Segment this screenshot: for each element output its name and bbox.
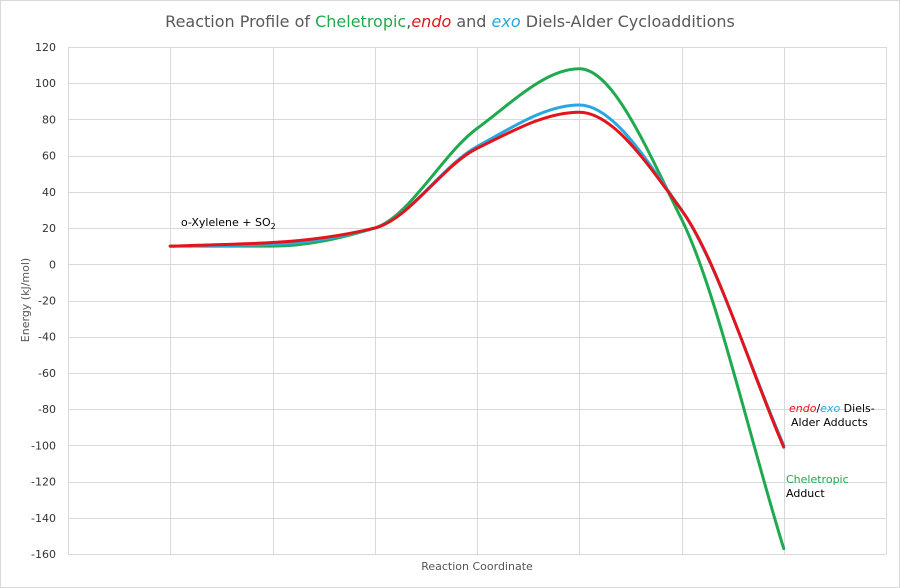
y-tick-label: -160: [31, 548, 56, 561]
annotation-slash: /: [816, 402, 820, 415]
title-exo: exo: [492, 12, 521, 31]
chart-title: Reaction Profile of Cheletropic,endo and…: [165, 12, 735, 31]
series-line-endo: [168, 110, 786, 449]
annotation-reactants-subscript: 2: [271, 222, 276, 231]
y-tick-label: 0: [49, 258, 56, 271]
title-endo: endo: [411, 12, 451, 31]
gridlines: [68, 47, 887, 555]
y-tick-label: 20: [42, 222, 56, 235]
y-tick-label: -40: [38, 331, 56, 344]
annotation-cheletropic-line1: Cheletropic: [786, 473, 849, 486]
y-tick-label: -140: [31, 512, 56, 525]
y-tick-label: -80: [38, 403, 56, 416]
series-lines: [168, 67, 786, 551]
annotation-diels-alder-line2: Alder Adducts: [791, 416, 868, 429]
y-tick-label: -20: [38, 295, 56, 308]
series-line-cheletropic: [168, 67, 786, 551]
y-tick-label: -100: [31, 439, 56, 452]
y-tick-label: -120: [31, 476, 56, 489]
title-prefix: Reaction Profile of: [165, 12, 315, 31]
annotation-diels-alder-line1: endo/exo Diels-: [789, 402, 875, 415]
y-tick-labels: 120 100 80 60 40 20 0 -20 -40 -60 -80 -100 -120 -140 -…: [31, 41, 56, 561]
annotation-reactants-text: o-Xylelene + SO: [181, 216, 271, 229]
annotation-endo: endo: [789, 402, 817, 415]
title-and: and: [451, 12, 491, 31]
annotation-diels: Diels-: [840, 402, 875, 415]
x-axis-label: Reaction Coordinate: [421, 560, 533, 573]
annotation-cheletropic-line2: Adduct: [786, 487, 825, 500]
y-tick-label: 60: [42, 150, 56, 163]
annotation-reactants: o-Xylelene + SO2: [181, 216, 276, 231]
annotation-exo: exo: [820, 402, 840, 415]
y-tick-label: -60: [38, 367, 56, 380]
y-tick-label: 80: [42, 113, 56, 126]
y-tick-label: 100: [35, 77, 56, 90]
y-tick-label: 40: [42, 186, 56, 199]
title-cheletropic: Cheletropic: [315, 12, 406, 31]
y-axis-label: Energy (kJ/mol): [19, 258, 32, 342]
y-tick-label: 120: [35, 41, 56, 54]
title-comma: ,: [406, 12, 411, 31]
title-suffix: Diels-Alder Cycloadditions: [521, 12, 735, 31]
